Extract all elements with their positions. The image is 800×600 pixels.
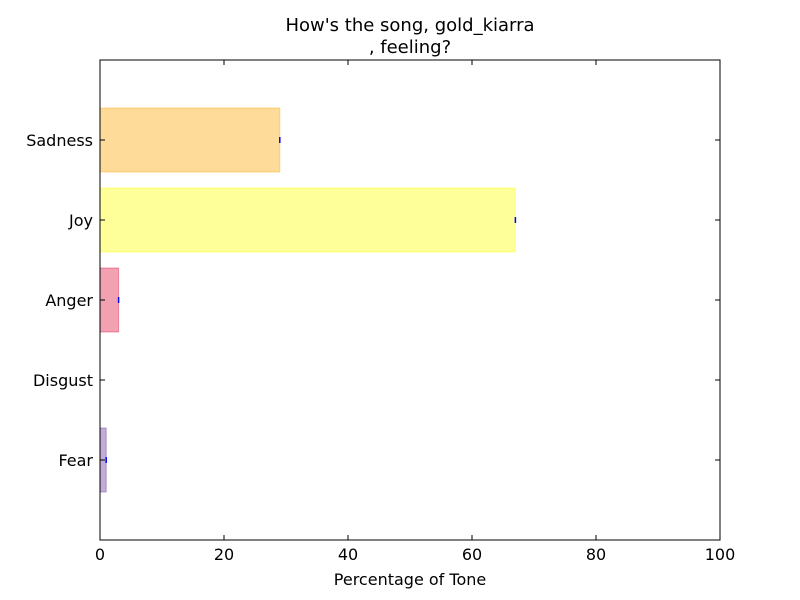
ticks-layer: Sadness Joy Anger Disgust Fear 0 20 40 60 80 100 — [26, 60, 735, 564]
y-tick-label-sadness: Sadness — [26, 131, 93, 150]
x-tick-label-40: 40 — [338, 545, 358, 564]
chart-title-line-1: How's the song, gold_kiarra — [285, 15, 534, 36]
x-tick-label-100: 100 — [705, 545, 736, 564]
bar-sadness — [99, 107, 281, 173]
plot-frame — [99, 59, 721, 541]
x-tick-label-80: 80 — [586, 545, 606, 564]
bar-joy — [99, 187, 516, 253]
y-tick-label-joy: Joy — [68, 211, 93, 230]
x-tick-label-0: 0 — [95, 545, 105, 564]
bars-layer — [99, 107, 517, 493]
x-tick-label-60: 60 — [462, 545, 482, 564]
x-tick-label-20: 20 — [214, 545, 234, 564]
y-tick-label-anger: Anger — [45, 291, 93, 310]
y-tick-label-fear: Fear — [58, 451, 93, 470]
y-tick-label-disgust: Disgust — [33, 371, 93, 390]
chart-title-line-2: , feeling? — [369, 37, 451, 58]
x-axis-label: Percentage of Tone — [334, 570, 486, 589]
